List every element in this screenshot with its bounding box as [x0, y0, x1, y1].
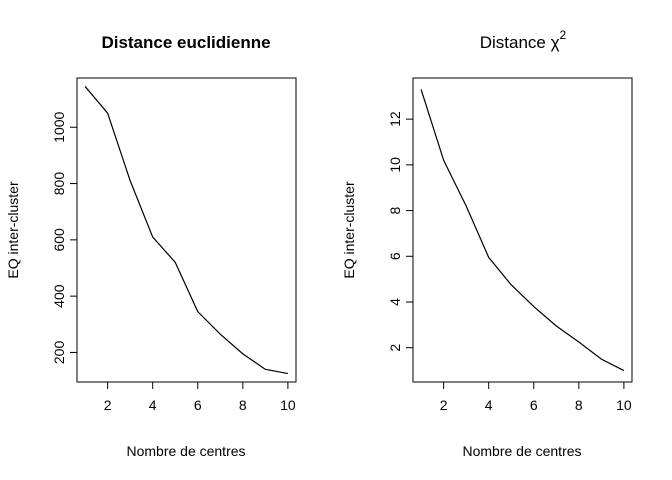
- chart-title: Distance euclidienne: [101, 33, 270, 52]
- y-tick-label: 8: [387, 206, 403, 214]
- x-tick-label: 6: [530, 397, 538, 413]
- plot-frame: [412, 77, 633, 383]
- plot-frame: [76, 77, 297, 383]
- y-tick-label: 6: [387, 252, 403, 260]
- x-axis: 2 4 6 8 10: [440, 382, 632, 413]
- x-tick-label: 8: [575, 397, 583, 413]
- x-tick-label: 2: [104, 397, 112, 413]
- y-tick-label: 400: [51, 284, 67, 308]
- y-axis: 2 4 6 8 10 12: [387, 111, 413, 352]
- chart-title: Distance χ2: [480, 28, 567, 52]
- y-tick-label: 2: [387, 344, 403, 352]
- x-tick-label: 6: [194, 397, 202, 413]
- x-tick-label: 8: [239, 397, 247, 413]
- x-tick-label: 10: [280, 397, 296, 413]
- y-tick-label: 200: [51, 341, 67, 365]
- x-axis-label: Nombre de centres: [126, 443, 245, 459]
- y-tick-label: 4: [387, 298, 403, 306]
- y-tick-label: 1000: [51, 111, 67, 142]
- y-tick-label: 10: [387, 157, 403, 173]
- y-axis: 200 400 600 800 1000: [51, 111, 77, 364]
- y-tick-label: 600: [51, 228, 67, 252]
- x-axis: 2 4 6 8 10: [104, 382, 296, 413]
- y-axis-label: EQ inter-cluster: [341, 181, 357, 279]
- series-line: [84, 86, 289, 375]
- panel-euclidean: Distance euclidienne 2 4 6 8 10 200 400 600 800…: [5, 33, 297, 459]
- y-tick-label: 12: [387, 111, 403, 127]
- series-line: [420, 89, 625, 372]
- x-tick-label: 4: [149, 397, 157, 413]
- x-axis-label: Nombre de centres: [462, 443, 581, 459]
- y-tick-label: 800: [51, 172, 67, 196]
- y-axis-label: EQ inter-cluster: [5, 181, 21, 279]
- x-tick-label: 10: [616, 397, 632, 413]
- chart-title-text: Distance χ: [480, 33, 560, 52]
- x-tick-label: 4: [485, 397, 493, 413]
- x-tick-label: 2: [440, 397, 448, 413]
- chart-title-superscript: 2: [560, 28, 567, 42]
